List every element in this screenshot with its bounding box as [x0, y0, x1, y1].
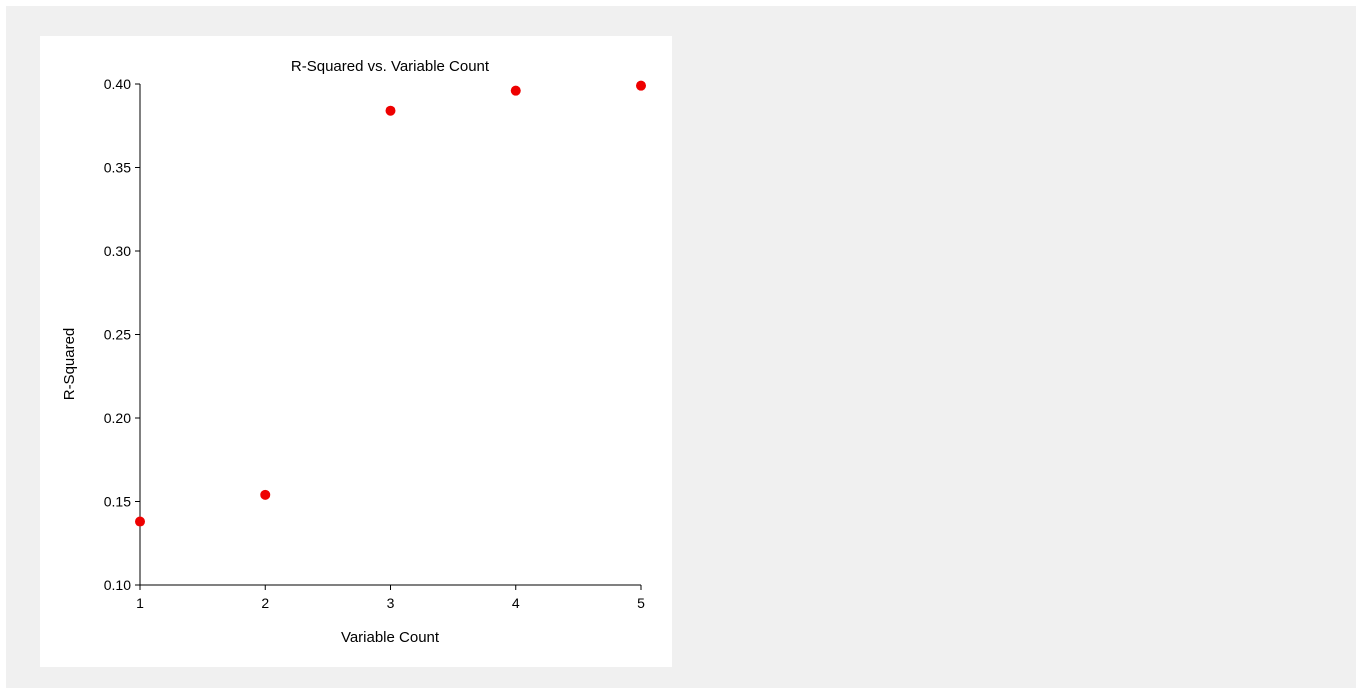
data-points	[135, 80, 646, 527]
y-tick-label: 0.15	[104, 494, 131, 510]
y-ticks: 0.10 0.15 0.20 0.25 0.30 0.35 0.40	[104, 76, 140, 593]
y-tick-label: 0.25	[104, 327, 131, 343]
y-tick-label: 0.30	[104, 243, 131, 259]
chart-title: R-Squared vs. Variable Count	[291, 58, 490, 75]
x-ticks: 1 2 3 4 5	[136, 585, 645, 611]
data-point	[385, 105, 396, 116]
y-tick-label: 0.35	[104, 160, 131, 176]
y-tick-label: 0.10	[104, 577, 131, 593]
data-point	[510, 85, 521, 96]
x-axis-label: Variable Count	[341, 629, 440, 646]
x-tick-label: 1	[136, 595, 144, 611]
x-tick-label: 2	[261, 595, 269, 611]
x-tick-label: 4	[512, 595, 520, 611]
scatter-chart: R-Squared vs. Variable Count R-Squared V…	[61, 58, 646, 646]
data-point	[636, 80, 646, 91]
y-tick-label: 0.40	[104, 76, 131, 92]
data-point	[135, 516, 145, 527]
y-tick-label: 0.20	[104, 410, 131, 426]
y-axis-label: R-Squared	[61, 328, 78, 401]
x-tick-label: 5	[637, 595, 645, 611]
data-point	[260, 489, 271, 500]
chart-panel: R-Squared vs. Variable Count R-Squared V…	[40, 36, 672, 667]
x-tick-label: 3	[387, 595, 395, 611]
chart-background: R-Squared vs. Variable Count R-Squared V…	[6, 6, 1356, 688]
